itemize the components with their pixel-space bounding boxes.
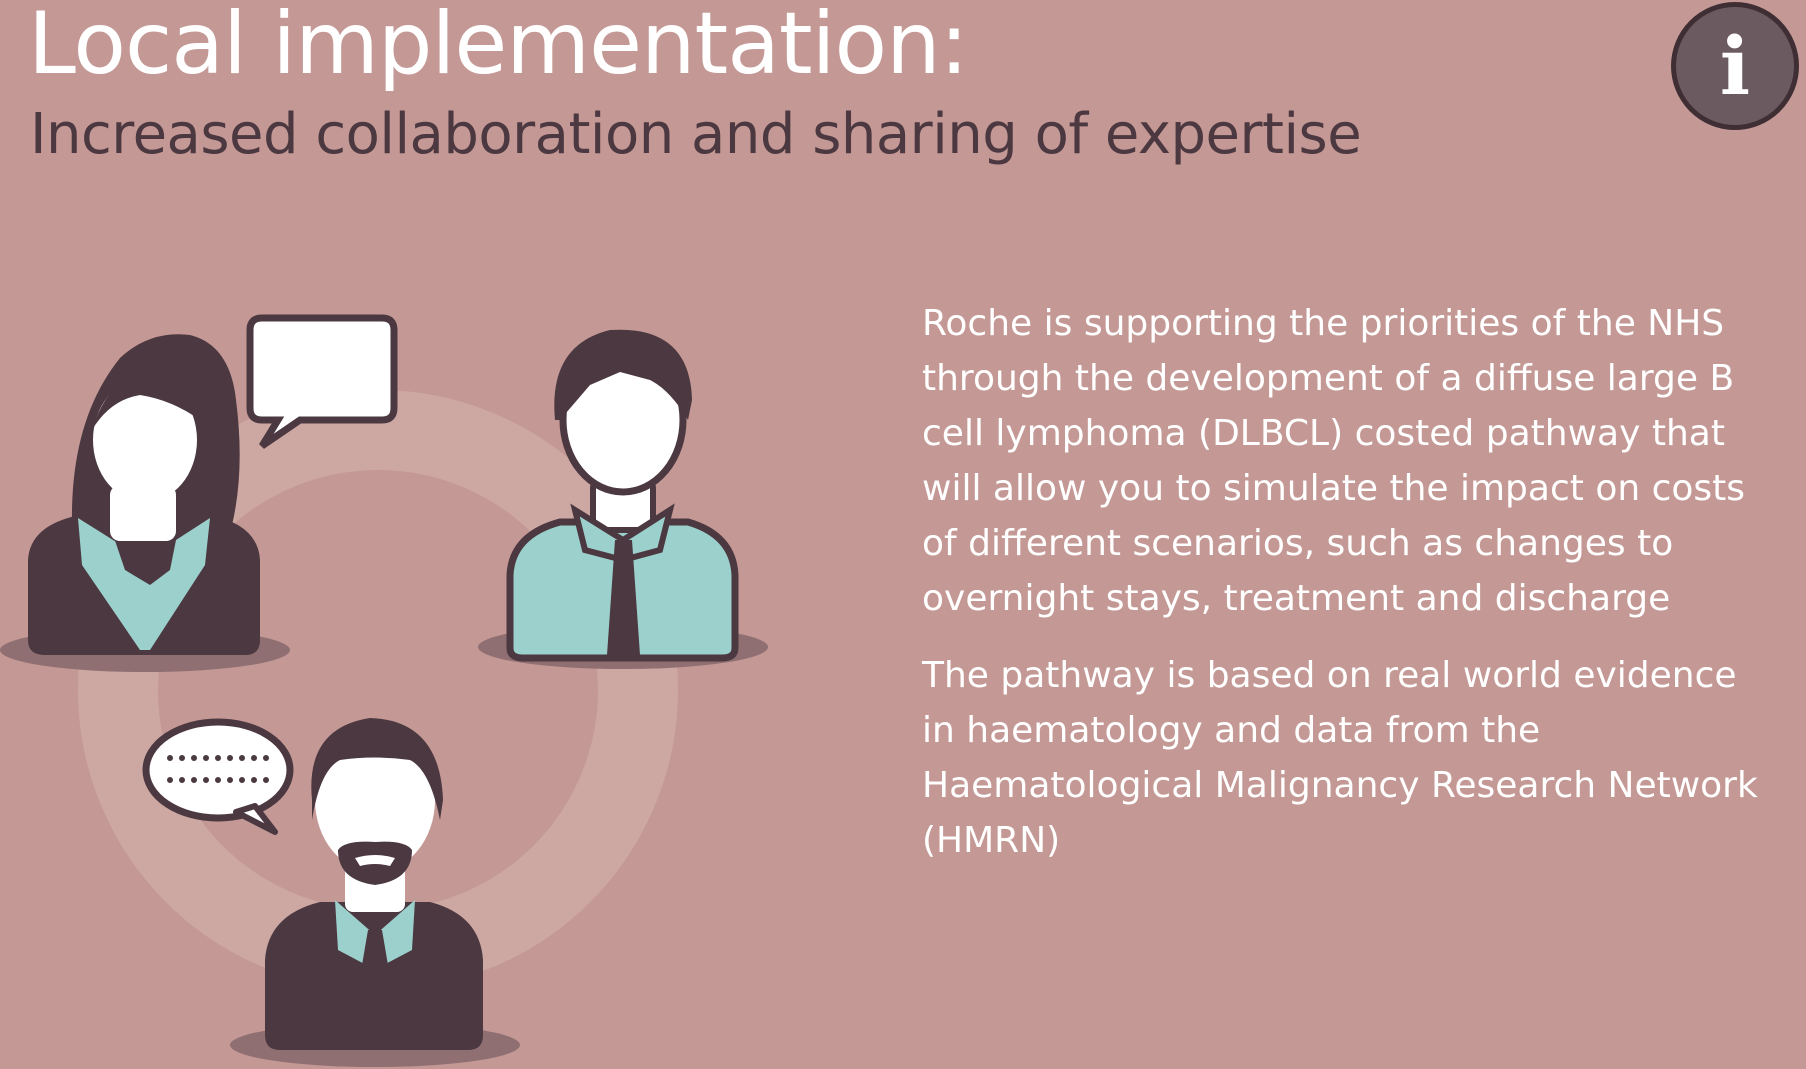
typing-bubble-icon	[142, 718, 294, 835]
description-text: Roche is supporting the priorities of th…	[922, 296, 1762, 890]
speech-bubble-icon	[246, 314, 398, 449]
paragraph-pathway: The pathway is based on real world evide…	[922, 655, 1758, 861]
collaboration-illustration	[0, 314, 768, 1067]
info-button[interactable]: i	[1671, 2, 1799, 130]
bearded-man-icon	[230, 718, 520, 1067]
page-title: Local implementation:	[28, 0, 969, 94]
man-icon	[478, 329, 768, 669]
page-subtitle: Increased collaboration and sharing of e…	[30, 102, 1362, 167]
paragraph-roche: Roche is supporting the priorities of th…	[922, 303, 1746, 619]
woman-icon	[0, 334, 290, 672]
info-icon: i	[1719, 19, 1751, 113]
